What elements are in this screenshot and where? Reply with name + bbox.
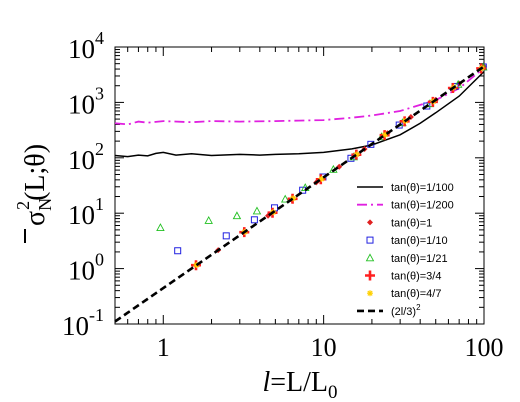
legend-entry: tan(θ)=1/100 <box>357 182 454 194</box>
legend-label: (2l/3)2 <box>391 303 421 318</box>
legend-entry: tan(θ)=1/21 <box>365 253 448 265</box>
y-axis-label: σN2(L;θ) <box>13 144 55 243</box>
legend-marker <box>366 236 374 244</box>
data-point <box>232 211 242 220</box>
legend-entry: tan(θ)=3/4 <box>365 270 441 283</box>
svg-text:σN2(L;θ): σN2(L;θ) <box>13 144 55 226</box>
legend-entry: tan(θ)=4/7 <box>367 288 441 300</box>
y-tick-label: 102 <box>68 139 104 175</box>
y-tick-label: 101 <box>68 194 104 230</box>
plot-area <box>114 62 488 323</box>
legend-marker <box>367 290 373 297</box>
plot-frame <box>114 46 485 325</box>
data-point <box>367 140 375 148</box>
series-7 <box>114 65 485 323</box>
series-1 <box>114 67 485 126</box>
legend-marker <box>365 253 375 262</box>
legend-entry: tan(θ)=1/200 <box>357 200 454 212</box>
legend-label: tan(θ)=3/4 <box>391 271 441 283</box>
data-point <box>290 195 297 202</box>
legend-marker <box>365 270 375 281</box>
data-point <box>204 215 213 224</box>
data-point <box>222 232 230 240</box>
series-line <box>114 71 485 158</box>
legend-label: tan(θ)=1 <box>391 217 432 229</box>
data-point <box>395 121 403 129</box>
y-tick-label: 103 <box>68 83 104 119</box>
legend-label: tan(θ)=1/21 <box>391 253 448 265</box>
legend-entry: tan(θ)=1 <box>367 217 432 229</box>
legend: tan(θ)=1/100 tan(θ)=1/200 tan(θ)=1 tan(θ)=1… <box>357 182 454 318</box>
x-tick-label: 10 <box>311 333 337 362</box>
legend-marker <box>367 219 373 226</box>
legend-entry: tan(θ)=1/10 <box>366 235 448 247</box>
data-point <box>347 154 355 162</box>
y-tick-label: 10-1 <box>62 305 104 341</box>
data-point <box>280 194 290 203</box>
data-point <box>252 206 262 215</box>
data-point <box>318 175 325 182</box>
y-tick-label: 104 <box>68 28 104 64</box>
x-axis-label: l=L/L0 <box>262 367 337 402</box>
axes: 1 10 100 10-1 100 101 102 103 104 <box>62 28 504 362</box>
data-point <box>156 223 165 232</box>
data-point <box>353 151 360 158</box>
legend-label: tan(θ)=1/100 <box>391 182 454 194</box>
legend-label: tan(θ)=1/200 <box>391 200 454 212</box>
data-point <box>174 247 182 255</box>
series-3 <box>174 63 487 255</box>
legend-entry: (2l/3)2 <box>357 303 421 318</box>
series-line <box>114 67 485 126</box>
data-point <box>250 216 258 224</box>
legend-label: tan(θ)=1/10 <box>391 235 448 247</box>
x-tick-label: 100 <box>465 333 504 362</box>
data-point <box>423 102 431 110</box>
y-tick-label: 100 <box>68 250 104 286</box>
series-line <box>114 65 485 323</box>
x-tick-label: 1 <box>157 333 170 362</box>
series-0 <box>114 71 485 158</box>
legend-label: tan(θ)=4/7 <box>391 288 441 300</box>
data-point <box>382 131 389 138</box>
